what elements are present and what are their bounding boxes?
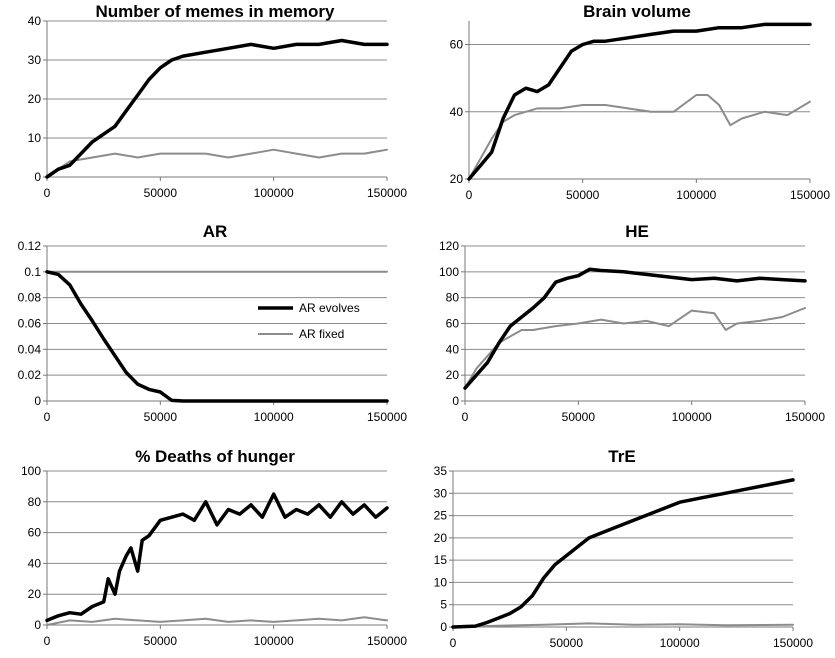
x-tick-label: 0 xyxy=(450,636,457,650)
y-tick-label: 120 xyxy=(439,239,459,253)
y-tick-label: 40 xyxy=(28,14,42,28)
y-tick-label: 20 xyxy=(28,587,42,601)
chart-brain-volume: Brain volume 20 40 60 0 50000 100000 150000 xyxy=(450,2,831,202)
x-tick-label: 150000 xyxy=(367,410,407,424)
chart-title: Brain volume xyxy=(583,2,691,21)
y-tick-label: 40 xyxy=(450,105,464,119)
x-tick-label: 50000 xyxy=(144,634,178,648)
y-tick-label: 10 xyxy=(28,131,42,145)
chart-ar: AR 0 0.02 0.04 0.06 0.08 0.1 0.12 0 50000 100000 1… xyxy=(18,222,408,424)
y-tick-label: 100 xyxy=(21,464,41,478)
y-tick-label: 100 xyxy=(439,265,459,279)
x-tick-label: 150000 xyxy=(367,634,407,648)
y-tick-label: 0.04 xyxy=(18,342,42,356)
series-line-fixed xyxy=(46,616,388,626)
y-tick-label: 5 xyxy=(440,598,447,612)
y-tick-label: 80 xyxy=(28,495,42,509)
x-tick-label: 50000 xyxy=(566,188,600,202)
y-tick-label: 0.02 xyxy=(18,368,42,382)
y-tick-label: 15 xyxy=(434,553,448,567)
y-tick-label: 35 xyxy=(434,464,448,478)
chart-title: Number of memes in memory xyxy=(95,2,335,21)
x-tick-label: 0 xyxy=(466,188,473,202)
x-tick-label: 150000 xyxy=(790,188,830,202)
legend: AR evolves AR fixed xyxy=(258,301,360,341)
series-line-evolves xyxy=(45,270,389,403)
x-tick-label: 50000 xyxy=(144,410,178,424)
x-tick-label: 150000 xyxy=(785,410,825,424)
chart-title: % Deaths of hunger xyxy=(135,447,295,466)
x-tick-label: 100000 xyxy=(254,186,294,200)
y-tick-label: 60 xyxy=(446,317,460,331)
y-tick-label: 20 xyxy=(28,92,42,106)
series-line-evolves xyxy=(45,492,389,623)
y-tick-label: 0.12 xyxy=(18,239,42,253)
y-tick-label: 40 xyxy=(28,556,42,570)
series-line-fixed xyxy=(452,622,794,628)
x-tick-label: 150000 xyxy=(367,186,407,200)
legend-label-evolves: AR evolves xyxy=(299,301,360,315)
y-tick-label: 20 xyxy=(446,368,460,382)
series-line-fixed xyxy=(46,148,388,178)
x-tick-label: 0 xyxy=(44,634,51,648)
y-tick-label: 0 xyxy=(34,394,41,408)
x-tick-label: 100000 xyxy=(676,188,716,202)
x-tick-label: 150000 xyxy=(773,636,813,650)
x-tick-label: 100000 xyxy=(660,636,700,650)
chart-title: AR xyxy=(203,222,228,241)
y-tick-label: 10 xyxy=(434,575,448,589)
y-tick-label: 30 xyxy=(28,53,42,67)
x-tick-label: 0 xyxy=(44,186,51,200)
chart-tre: TrE 0 5 10 15 20 25 30 35 0 50000 100000 150000 xyxy=(434,447,814,650)
y-tick-label: 0.06 xyxy=(18,317,42,331)
series-line-evolves xyxy=(463,267,807,390)
x-tick-label: 100000 xyxy=(254,634,294,648)
x-tick-label: 0 xyxy=(44,410,51,424)
y-tick-label: 60 xyxy=(28,526,42,540)
x-tick-label: 50000 xyxy=(550,636,584,650)
y-tick-label: 25 xyxy=(434,509,448,523)
chart-he: HE 0 20 40 60 80 100 120 0 50000 100000 150000 xyxy=(439,222,825,424)
y-tick-label: 30 xyxy=(434,486,448,500)
series-line-fixed xyxy=(468,94,811,180)
x-tick-label: 50000 xyxy=(144,186,178,200)
x-tick-label: 0 xyxy=(462,410,469,424)
y-tick-label: 0 xyxy=(34,170,41,184)
chart-deaths-of-hunger: % Deaths of hunger 0 20 40 60 80 100 0 50000 100… xyxy=(21,447,407,648)
chart-title: HE xyxy=(625,222,649,241)
chart-title: TrE xyxy=(608,447,635,466)
legend-label-fixed: AR fixed xyxy=(299,327,344,341)
y-tick-label: 0.1 xyxy=(24,265,41,279)
y-tick-label: 60 xyxy=(450,38,464,52)
y-tick-label: 0 xyxy=(440,620,447,634)
y-tick-label: 40 xyxy=(446,342,460,356)
y-tick-label: 20 xyxy=(450,172,464,186)
series-line-evolves xyxy=(451,478,795,629)
y-tick-label: 80 xyxy=(446,291,460,305)
y-tick-label: 0 xyxy=(452,394,459,408)
y-tick-label: 20 xyxy=(434,531,448,545)
y-tick-label: 0.08 xyxy=(18,291,42,305)
series-line-evolves xyxy=(45,38,389,179)
y-tick-label: 0 xyxy=(34,618,41,632)
chart-number-of-memes: Number of memes in memory 0 10 20 30 40 0 5000… xyxy=(28,2,408,200)
x-tick-label: 50000 xyxy=(562,410,596,424)
x-tick-label: 100000 xyxy=(254,410,294,424)
x-tick-label: 100000 xyxy=(672,410,712,424)
series-line-evolves xyxy=(467,22,812,181)
